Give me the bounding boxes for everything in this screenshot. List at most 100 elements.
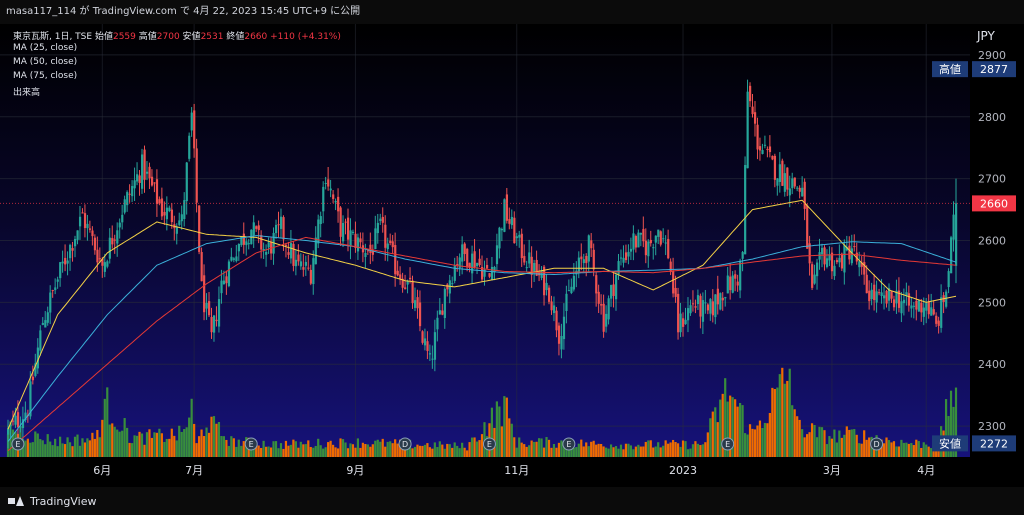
candle-body: [667, 238, 670, 259]
volume-bar: [126, 427, 129, 457]
y-tick-label: 2800: [978, 111, 1006, 124]
candle-body: [736, 281, 739, 286]
volume-bar: [905, 442, 908, 457]
candle-body: [535, 259, 538, 276]
volume-bar: [825, 444, 829, 457]
candle-body: [741, 252, 744, 259]
volume-bar: [930, 448, 933, 457]
ma50-legend[interactable]: MA (50, close): [13, 57, 78, 67]
x-tick-label: 3月: [823, 464, 841, 477]
volume-bar: [324, 447, 327, 457]
candle-body: [21, 419, 25, 429]
candle-body: [411, 280, 414, 304]
volume-bar: [863, 430, 866, 457]
candle-body: [485, 264, 489, 269]
candle-body: [389, 240, 392, 244]
x-tick-label: 2023: [669, 464, 697, 477]
volume-bar: [443, 448, 446, 457]
candle-body: [66, 260, 69, 264]
volume-bar: [279, 443, 283, 457]
candle-body: [332, 194, 335, 199]
candle-body: [937, 320, 940, 326]
volume-bar: [721, 393, 724, 457]
volume-bar: [26, 438, 29, 457]
candle-body: [299, 261, 303, 267]
candle-body: [932, 309, 935, 315]
volume-bar: [180, 431, 183, 457]
candle-body: [654, 235, 657, 243]
candle-body: [647, 241, 650, 257]
volume-bar: [175, 440, 178, 457]
volume-bar: [413, 446, 417, 457]
candle-body: [436, 317, 439, 330]
volume-bar: [771, 387, 774, 457]
volume-bar: [272, 441, 275, 457]
candle-body: [423, 338, 427, 346]
candle-body: [118, 222, 121, 228]
candle-body: [808, 243, 811, 264]
candle-body: [481, 266, 484, 280]
candle-body: [530, 256, 533, 275]
candle-body: [431, 358, 434, 360]
volume-bar: [724, 378, 727, 457]
candle-body: [282, 217, 285, 240]
volume-bar: [667, 443, 670, 457]
volume-bar: [351, 444, 355, 457]
volume-bar: [709, 418, 712, 457]
candle-body: [917, 300, 920, 312]
brand-name[interactable]: TradingView: [30, 494, 97, 508]
volume-bar: [319, 445, 322, 457]
candle-body: [463, 243, 466, 255]
candle-body: [160, 198, 164, 217]
volume-bar: [637, 444, 640, 457]
candle-body: [59, 262, 62, 279]
volume-bar: [766, 423, 769, 457]
volume-bar: [793, 409, 796, 457]
volume-bar: [614, 446, 618, 457]
candle-body: [622, 257, 625, 263]
candle-body: [458, 257, 461, 268]
candle-body: [793, 177, 796, 187]
volume-bar: [649, 440, 652, 457]
volume-legend[interactable]: 出来高: [13, 88, 41, 98]
candle-body: [170, 209, 173, 223]
candle-body: [31, 376, 35, 381]
candle-body: [920, 302, 923, 313]
time-axis-background: [0, 457, 1024, 487]
volume-bar: [240, 445, 243, 457]
ma25-legend[interactable]: MA (25, close): [13, 43, 78, 53]
volume-bar: [317, 438, 320, 457]
candle-body: [175, 226, 178, 234]
candle-body: [284, 244, 288, 247]
volume-bar: [401, 446, 404, 457]
volume-bar: [513, 437, 516, 457]
candle-body: [16, 412, 20, 428]
ma75-legend[interactable]: MA (75, close): [13, 71, 78, 81]
volume-bar: [927, 446, 930, 457]
volume-bar: [801, 429, 804, 457]
volume-bar: [607, 448, 610, 457]
volume-bar: [786, 380, 789, 457]
event-marker-label: E: [249, 440, 254, 449]
volume-bar: [952, 406, 955, 457]
candle-body: [627, 251, 630, 257]
candle-body: [880, 292, 883, 297]
volume-bar: [453, 442, 456, 457]
candle-body: [580, 256, 583, 260]
volume-bar: [334, 447, 337, 457]
candle-body: [155, 179, 159, 204]
volume-bar: [699, 445, 702, 457]
candle-body: [902, 299, 906, 304]
candle-body: [798, 187, 801, 192]
candle-body: [413, 300, 417, 308]
candle-body: [91, 230, 94, 237]
volume-bar: [758, 420, 762, 457]
volume-bar: [227, 445, 230, 457]
volume-bar: [575, 447, 578, 457]
volume-bar: [73, 436, 77, 457]
event-marker-label: E: [725, 440, 730, 449]
volume-bar: [220, 436, 223, 457]
candle-body: [237, 243, 240, 252]
volume-bar: [590, 441, 593, 457]
